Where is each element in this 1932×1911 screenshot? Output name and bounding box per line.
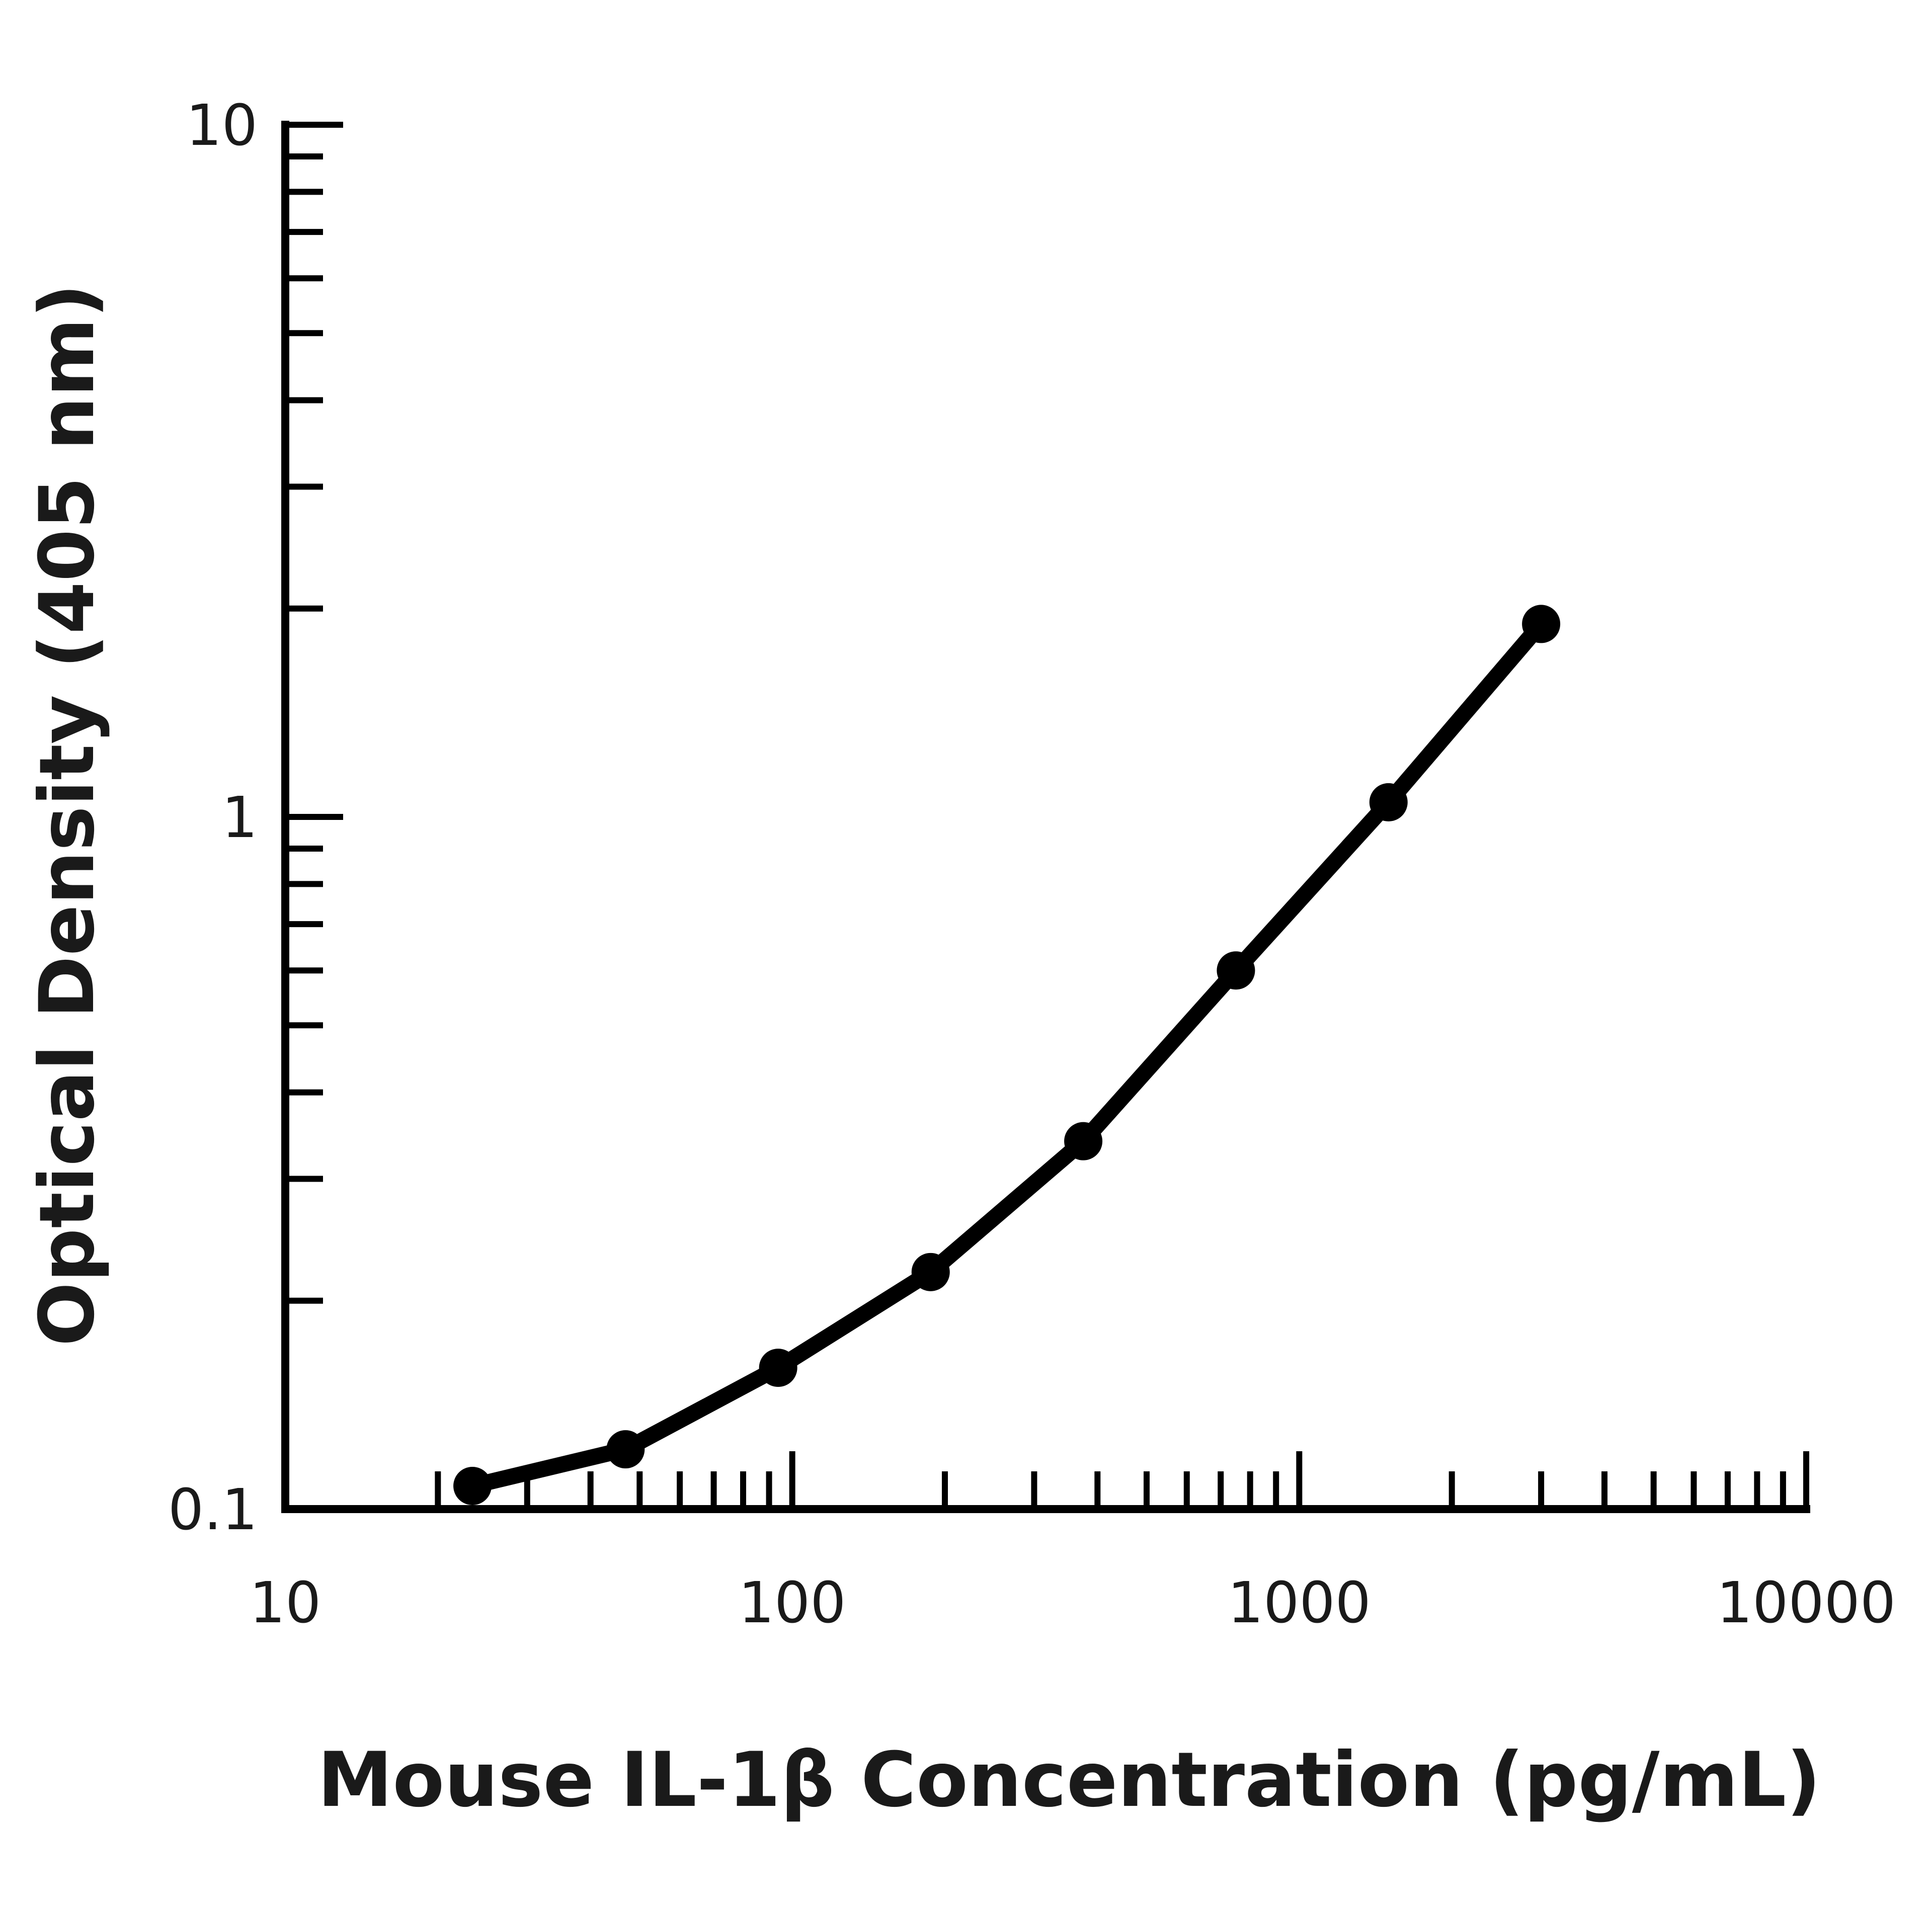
tick-marks <box>282 122 1809 1512</box>
x-tick-label: 10000 <box>1717 1570 1896 1636</box>
data-point <box>606 1430 645 1469</box>
tick-labels: 10 100 1000 10000 0.1 1 10 <box>168 93 1896 1636</box>
x-tick-label: 100 <box>739 1570 846 1636</box>
y-tick-label: 10 <box>186 93 258 158</box>
data-point <box>1522 605 1561 643</box>
data-point <box>911 1253 950 1291</box>
data-point <box>759 1349 797 1387</box>
axes <box>281 121 1810 1513</box>
x-tick-label: 10 <box>250 1570 321 1636</box>
y-tick-label: 0.1 <box>168 1477 258 1543</box>
y-axis-title: Optical Density (405 nm) <box>24 284 111 1347</box>
series-group <box>453 605 1561 1506</box>
data-point <box>1064 1122 1103 1160</box>
data-point <box>453 1467 492 1506</box>
x-tick-label: 1000 <box>1228 1570 1371 1636</box>
data-point <box>1217 951 1255 990</box>
x-axis-title: Mouse IL-1β Concentration (pg/mL) <box>317 1736 1821 1824</box>
y-tick-label: 1 <box>222 785 258 851</box>
data-point <box>1369 783 1408 821</box>
series-line <box>464 616 1550 1494</box>
